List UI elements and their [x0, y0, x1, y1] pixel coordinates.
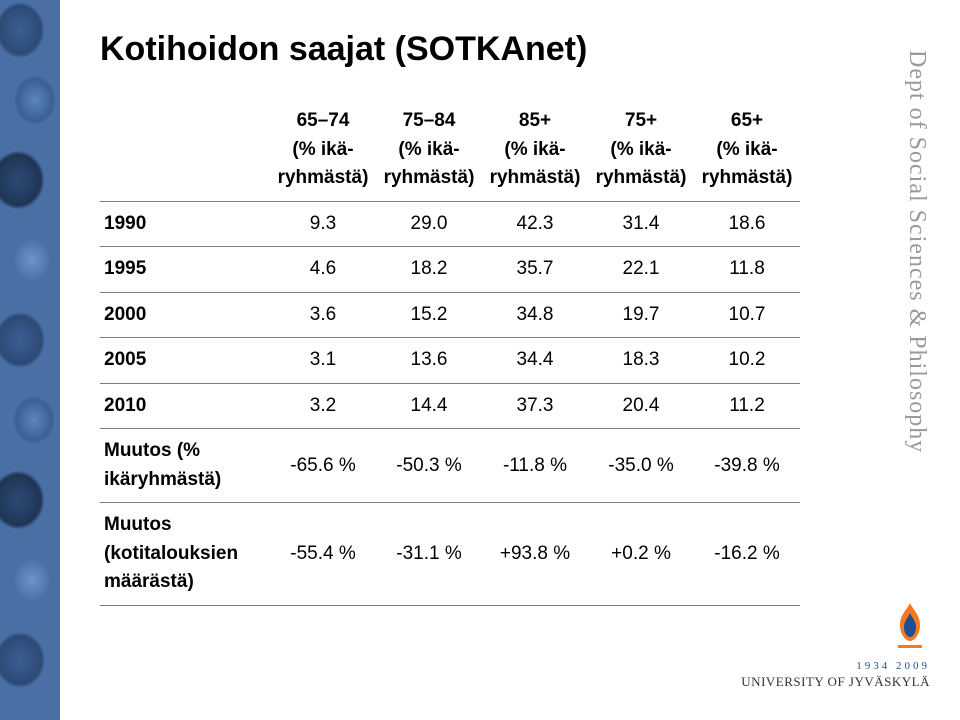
table-cell: 11.2	[694, 383, 800, 429]
column-header: 75–84(% ikä-ryhmästä)	[376, 99, 482, 201]
table-cell: 15.2	[376, 292, 482, 338]
table-cell: -65.6 %	[270, 429, 376, 503]
header-line3: ryhmästä)	[698, 164, 796, 193]
column-header: 65+(% ikä-ryhmästä)	[694, 99, 800, 201]
table-cell: -39.8 %	[694, 429, 800, 503]
table-cell: 13.6	[376, 338, 482, 384]
university-logo: 1934 2009 UNIVERSITY OF JYVÄSKYLÄ	[741, 601, 930, 690]
row-label: 2005	[100, 338, 270, 384]
data-table: 65–74(% ikä-ryhmästä)75–84(% ikä-ryhmäst…	[100, 99, 800, 606]
row-label: Muutos (kotitalouksien määrästä)	[100, 503, 270, 606]
header-line3: ryhmästä)	[274, 164, 372, 193]
table-cell: 29.0	[376, 201, 482, 247]
header-line3: ryhmästä)	[592, 164, 690, 193]
table-cell: 20.4	[588, 383, 694, 429]
header-empty	[100, 99, 270, 201]
header-line3: ryhmästä)	[486, 164, 584, 193]
page-title: Kotihoidon saajat (SOTKAnet)	[100, 30, 860, 69]
table-cell: +93.8 %	[482, 503, 588, 606]
header-line2: (% ikä-	[380, 136, 478, 165]
logo-years: 1934 2009	[741, 660, 930, 672]
table-cell: 3.6	[270, 292, 376, 338]
table-cell: -50.3 %	[376, 429, 482, 503]
table-cell: 11.8	[694, 247, 800, 293]
decorative-stones	[0, 0, 60, 720]
table-cell: -11.8 %	[482, 429, 588, 503]
table-cell: 31.4	[588, 201, 694, 247]
table-row: 19909.329.042.331.418.6	[100, 201, 800, 247]
row-label: 2000	[100, 292, 270, 338]
row-label: 1990	[100, 201, 270, 247]
table-cell: 14.4	[376, 383, 482, 429]
table-cell: 10.2	[694, 338, 800, 384]
table-cell: 18.2	[376, 247, 482, 293]
table-cell: 4.6	[270, 247, 376, 293]
table-cell: 34.4	[482, 338, 588, 384]
table-row: Muutos (kotitalouksien määrästä)-55.4 %-…	[100, 503, 800, 606]
table-cell: -35.0 %	[588, 429, 694, 503]
row-label: Muutos (% ikäryhmästä)	[100, 429, 270, 503]
column-header: 75+(% ikä-ryhmästä)	[588, 99, 694, 201]
table-body: 19909.329.042.331.418.619954.618.235.722…	[100, 201, 800, 605]
flame-icon	[890, 601, 930, 651]
table-cell: 3.1	[270, 338, 376, 384]
header-line2: (% ikä-	[698, 136, 796, 165]
header-line1: 75–84	[380, 107, 478, 136]
table-cell: 37.3	[482, 383, 588, 429]
table-cell: 18.6	[694, 201, 800, 247]
header-line1: 65+	[698, 107, 796, 136]
table-cell: 10.7	[694, 292, 800, 338]
column-header: 65–74(% ikä-ryhmästä)	[270, 99, 376, 201]
column-header: 85+(% ikä-ryhmästä)	[482, 99, 588, 201]
header-line1: 75+	[592, 107, 690, 136]
department-label: Dept of Social Sciences & Philosophy	[903, 50, 930, 453]
row-label: 1995	[100, 247, 270, 293]
table-cell: 9.3	[270, 201, 376, 247]
header-line3: ryhmästä)	[380, 164, 478, 193]
table-cell: 3.2	[270, 383, 376, 429]
table-row: Muutos (% ikäryhmästä)-65.6 %-50.3 %-11.…	[100, 429, 800, 503]
table-cell: 42.3	[482, 201, 588, 247]
table-cell: -16.2 %	[694, 503, 800, 606]
header-line1: 65–74	[274, 107, 372, 136]
slide-content: Kotihoidon saajat (SOTKAnet) 65–74(% ikä…	[100, 30, 860, 606]
header-line2: (% ikä-	[592, 136, 690, 165]
table-header-row: 65–74(% ikä-ryhmästä)75–84(% ikä-ryhmäst…	[100, 99, 800, 201]
table-cell: +0.2 %	[588, 503, 694, 606]
table-row: 20053.113.634.418.310.2	[100, 338, 800, 384]
table-row: 20003.615.234.819.710.7	[100, 292, 800, 338]
table-cell: 18.3	[588, 338, 694, 384]
header-line2: (% ikä-	[486, 136, 584, 165]
table-cell: -55.4 %	[270, 503, 376, 606]
table-cell: 22.1	[588, 247, 694, 293]
header-line2: (% ikä-	[274, 136, 372, 165]
table-cell: 35.7	[482, 247, 588, 293]
table-cell: 34.8	[482, 292, 588, 338]
row-label: 2010	[100, 383, 270, 429]
logo-university-name: UNIVERSITY OF JYVÄSKYLÄ	[741, 674, 930, 690]
header-line1: 85+	[486, 107, 584, 136]
table-cell: -31.1 %	[376, 503, 482, 606]
table-row: 19954.618.235.722.111.8	[100, 247, 800, 293]
table-cell: 19.7	[588, 292, 694, 338]
table-row: 20103.214.437.320.411.2	[100, 383, 800, 429]
